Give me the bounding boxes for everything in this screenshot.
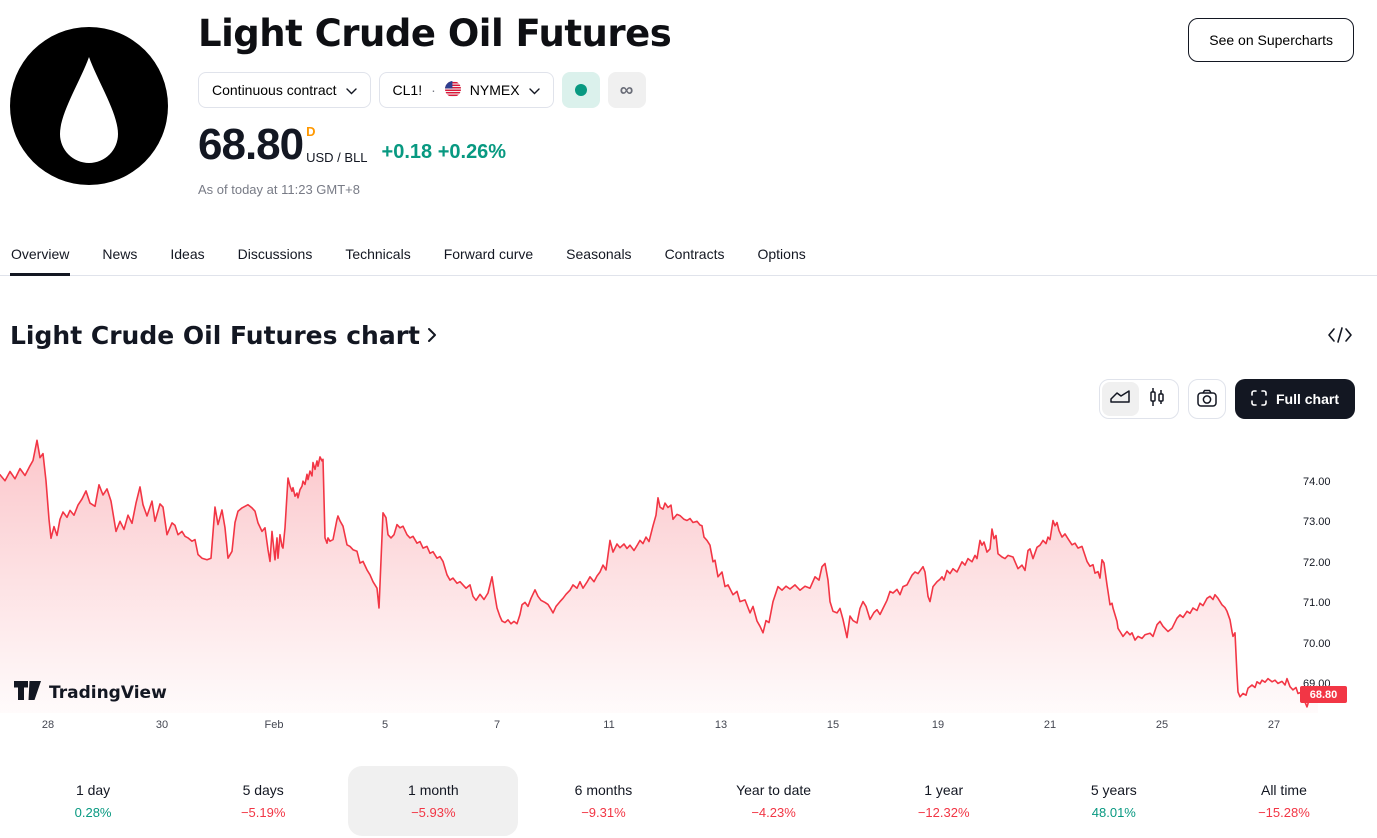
period-label: 1 month [408, 782, 459, 798]
contract-type-dropdown[interactable]: Continuous contract [198, 72, 371, 108]
x-axis-tick: 13 [714, 719, 728, 731]
period-change-value: 48.01% [1091, 805, 1136, 820]
period-change-value: −12.32% [917, 805, 970, 820]
price-block: 68.80 D USD / BLL +0.18 +0.26% [198, 119, 507, 169]
symbol-label: CL1! [392, 82, 423, 98]
y-axis-tick: 71.00 [1303, 597, 1331, 609]
us-flag-icon [444, 80, 461, 100]
period-label: All time [1260, 782, 1307, 798]
period-label: 6 months [574, 782, 633, 798]
instrument-logo-oil-drop-icon [10, 27, 168, 185]
period-label: 1 day [75, 782, 111, 798]
period-year-to-date[interactable]: Year to date −4.23% [689, 766, 859, 836]
exchange-label: NYMEX [469, 82, 520, 98]
x-axis-tick: 27 [1267, 719, 1281, 731]
price-area-plot[interactable] [0, 435, 1330, 713]
x-axis-tick: 28 [41, 719, 55, 731]
period-5-years[interactable]: 5 years 48.01% [1029, 766, 1199, 836]
y-axis-tick: 70.00 [1303, 638, 1331, 650]
x-axis-tick: 7 [493, 719, 501, 731]
period-1-day[interactable]: 1 day 0.28% [8, 766, 178, 836]
fullscreen-icon [1251, 389, 1267, 409]
candles-chart-style-button[interactable] [1139, 382, 1176, 416]
y-axis-tick: 74.00 [1303, 476, 1331, 488]
contract-type-label: Continuous contract [212, 82, 337, 98]
period-label: 5 days [242, 782, 284, 798]
as-of-timestamp: As of today at 11:23 GMT+8 [198, 182, 360, 197]
period-1-year[interactable]: 1 year −12.32% [859, 766, 1029, 836]
embed-code-icon[interactable] [1327, 327, 1353, 348]
chart-section-heading[interactable]: Light Crude Oil Futures chart [10, 321, 437, 350]
tab-options[interactable]: Options [757, 246, 806, 262]
full-chart-label: Full chart [1275, 391, 1339, 407]
section-tabbar: Overview News Ideas Discussions Technicals Fo… [0, 237, 1377, 276]
snapshot-button[interactable] [1187, 379, 1226, 419]
tradingview-watermark[interactable]: TradingView [14, 681, 167, 705]
separator-dot: · [431, 82, 436, 98]
price-unit: USD / BLL [306, 150, 368, 165]
x-axis-tick: Feb [264, 719, 284, 731]
tab-overview[interactable]: Overview [10, 237, 71, 276]
price-chart[interactable]: 74.00 73.00 72.00 71.00 70.00 69.00 28 30 Feb 5 7… [0, 435, 1377, 735]
period-change-value: 0.28% [74, 805, 112, 820]
x-axis-tick: 11 [603, 719, 615, 731]
y-axis-tick: 72.00 [1303, 557, 1331, 569]
full-chart-button[interactable]: Full chart [1234, 379, 1355, 419]
x-axis-tick: 15 [826, 719, 840, 731]
area-chart-icon [1109, 389, 1131, 410]
chevron-down-icon [345, 82, 357, 98]
x-axis-tick: 5 [381, 719, 389, 731]
period-label: 5 years [1090, 782, 1137, 798]
period-change-value: −5.93% [411, 805, 456, 820]
period-1-month[interactable]: 1 month −5.93% [348, 766, 519, 836]
infinity-icon: ∞ [619, 79, 634, 101]
period-label: Year to date [736, 782, 812, 798]
tab-ideas[interactable]: Ideas [170, 246, 205, 262]
area-chart-style-button[interactable] [1101, 382, 1139, 416]
x-axis-tick: 30 [155, 719, 169, 731]
page-title: Light Crude Oil Futures [198, 12, 672, 55]
candlestick-icon [1148, 387, 1166, 411]
market-status-button[interactable] [561, 72, 600, 108]
tab-technicals[interactable]: Technicals [345, 246, 411, 262]
continuous-contract-infinity-button[interactable]: ∞ [607, 72, 646, 108]
chart-style-switcher [1098, 379, 1179, 419]
tab-discussions[interactable]: Discussions [237, 246, 313, 262]
market-open-dot-icon [574, 84, 587, 96]
chevron-right-icon [427, 321, 437, 350]
x-axis-tick: 25 [1155, 719, 1169, 731]
tab-contracts[interactable]: Contracts [664, 246, 725, 262]
period-performance-row: 1 day 0.28% 5 days −5.19% 1 month −5.93% 6 mon… [8, 766, 1369, 836]
last-price: 68.80 [198, 119, 304, 169]
period-change-value: −15.28% [1258, 805, 1310, 820]
period-change-value: −5.19% [240, 805, 286, 820]
y-axis-tick: 73.00 [1303, 516, 1331, 528]
tradingview-logo-icon [14, 681, 41, 705]
tab-seasonals[interactable]: Seasonals [566, 246, 632, 262]
last-price-tag: 68.80 [1300, 686, 1347, 703]
period-6-months[interactable]: 6 months −9.31% [518, 766, 688, 836]
chevron-down-icon [528, 82, 540, 98]
price-line [0, 439, 1319, 708]
tab-news[interactable]: News [102, 246, 138, 262]
symbol-exchange-dropdown[interactable]: CL1! · NYMEX [378, 72, 554, 108]
contract-controls: Continuous contract CL1! · [198, 72, 646, 108]
period-5-days[interactable]: 5 days −5.19% [178, 766, 348, 836]
period-all-time[interactable]: All time −15.28% [1199, 766, 1369, 836]
x-axis-tick: 21 [1043, 719, 1057, 731]
chart-toolbar: Full chart [1098, 379, 1355, 419]
area-fill [0, 440, 1318, 713]
see-on-supercharts-button[interactable]: See on Supercharts [1188, 18, 1354, 62]
period-change-value: −4.23% [751, 805, 796, 820]
period-change-value: −9.31% [581, 805, 626, 820]
period-label: 1 year [924, 782, 964, 798]
camera-icon [1197, 389, 1217, 410]
tab-forward-curve[interactable]: Forward curve [443, 246, 534, 262]
market-phase-badge: D [306, 124, 316, 139]
x-axis-tick: 19 [931, 719, 945, 731]
price-change: +0.18 +0.26% [381, 141, 507, 163]
